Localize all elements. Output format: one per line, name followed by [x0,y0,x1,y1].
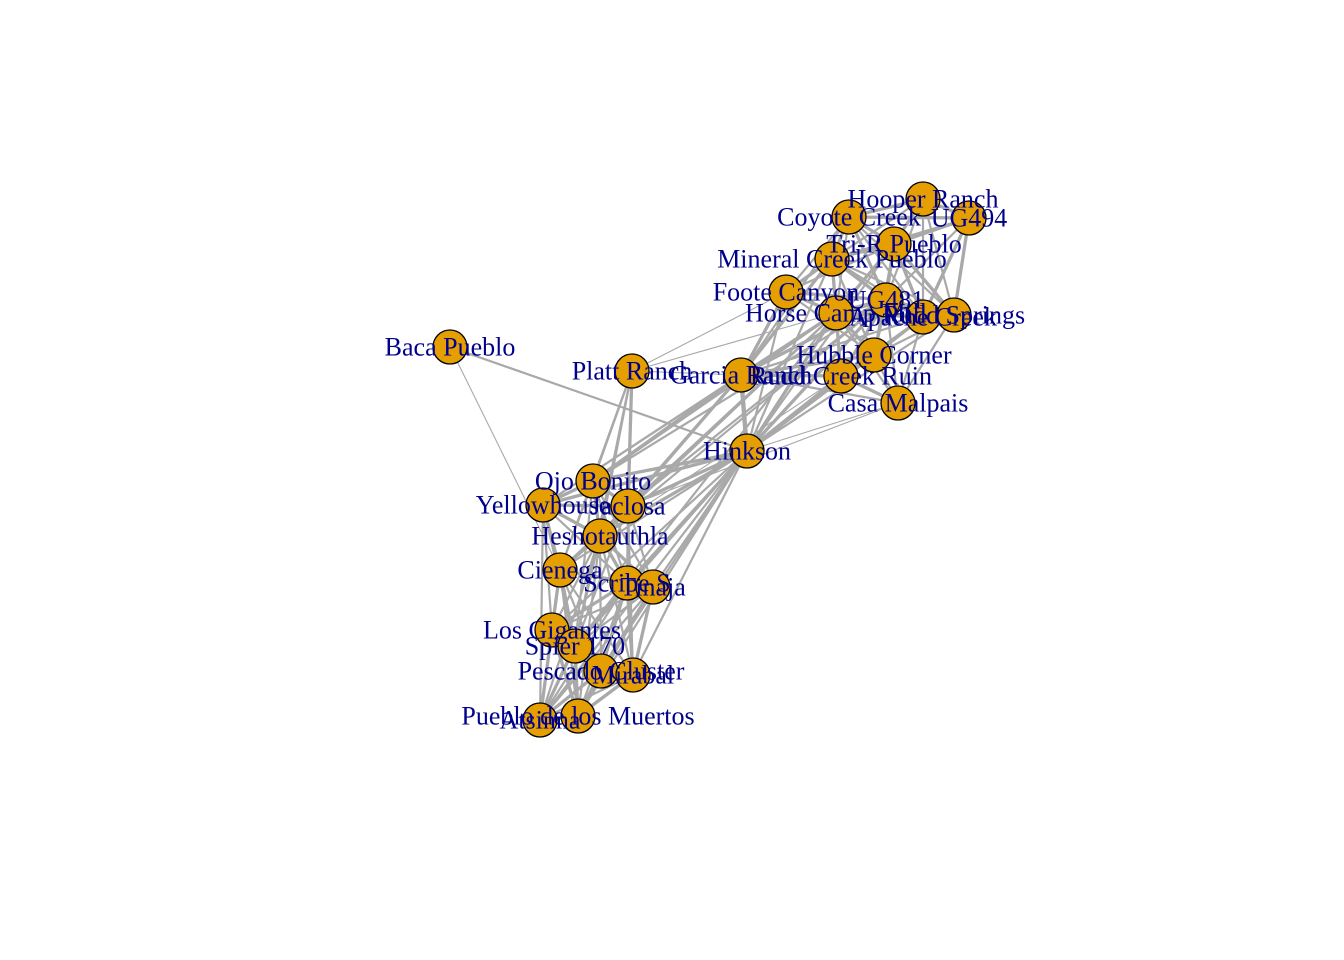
edge-jaclosa-ug481 [626,298,888,508]
node-label-apache: Apache Creek [849,303,997,332]
node-label-rudd: Rudd Creek Ruin [750,362,932,391]
edge-hinkson-trir [745,242,896,453]
edge-hinkson-casa [746,402,899,452]
node-label-scribe: Scribe S [583,569,670,598]
node-hinkson [729,433,765,469]
node-tinaja [635,569,671,605]
node-ug494 [951,200,987,236]
node-label-ug481: UG481 [848,286,925,315]
edge-hinkson-yellow [541,449,749,507]
node-label-mirabal: Mirabal [592,661,674,690]
node-label-atsinna: Atsinna [500,706,581,735]
node-label-foote: Foote Canyon [713,278,860,307]
edge-ojo-tinaja [591,479,655,589]
node-label-hesho: Heshotauthla [531,522,669,551]
edge-hinkson-foote [745,290,788,453]
node-label-ug494: UG494 [931,204,1008,233]
edge-hinkson-ug481 [745,298,888,453]
node-garcia [723,357,759,393]
edge-ug494-ug481 [884,216,971,302]
edge-garcia-apache [739,315,925,377]
edge-coyote-ug494 [847,215,971,220]
node-hooper [905,181,941,217]
edge-hesho-spier [573,534,602,648]
edge-platt-horse [631,312,837,372]
node-ug481 [868,282,904,318]
node-ojo [575,463,611,499]
node-label-coyote: Coyote Creek [777,203,921,232]
edge-baca-hinkson [448,345,749,453]
node-jaclosa [610,488,646,524]
node-mineral [814,241,850,277]
node-label-trir: Tri-R Pueblo [826,230,962,259]
node-pueblo [560,698,596,734]
edge-scribe-pueblo [576,581,629,718]
node-hubble [856,337,892,373]
node-label-gigantes: Los Gigantes [483,616,621,645]
node-label-pescado: Pescado Cluster [518,657,685,686]
node-label-casa: Casa Malpais [828,389,969,418]
node-horse [818,295,854,331]
node-cienega [542,552,578,588]
node-baca [432,329,468,365]
node-atsinna [522,702,558,738]
edge-ug494-apache [921,216,971,319]
edge-mineral-hooper [830,197,925,261]
node-platt [614,353,650,389]
node-label-platt: Platt Ranch [572,357,693,386]
node-layer [432,181,987,738]
node-trir [876,226,912,262]
node-label-hinkson: Hinkson [703,437,791,466]
edge-platt-garcia [631,370,742,376]
node-label-tinaja: Tinaja [620,573,686,602]
edge-ojo-horse [591,311,838,483]
node-label-garcia: Garcia Ranch [670,361,812,390]
edge-hooper-parks [921,197,956,317]
node-rudd [823,358,859,394]
edge-platt-foote [631,291,787,372]
node-label-hubble: Hubble Corner [796,341,952,370]
node-casa [880,385,916,421]
edge-hesho-mirabal [598,534,635,677]
edge-garcia-casa [739,373,900,405]
node-parks [936,297,972,333]
node-label-cienega: Cienega [517,556,603,585]
node-label-mineral: Mineral Creek Pueblo [717,245,947,274]
node-label-baca: Baca Pueblo [385,333,516,362]
node-label-hooper: Hooper Ranch [848,185,999,214]
node-hesho [582,518,618,554]
node-label-ojo: Ojo Bonito [535,467,651,496]
node-spier [557,628,593,664]
edge-coyote-apache [847,215,925,319]
node-label-parks: Rudd Springs [883,301,1025,330]
edge-hinkson-mirabal [631,449,749,677]
node-label-pueblo: Pueblo de los Muertos [461,702,694,731]
node-label-horse: Horse Camp Mill [745,299,927,328]
edge-yellow-atsinna [538,503,545,722]
node-yellow [525,487,561,523]
node-coyote [831,199,867,235]
node-label-jaclosa: Jaclosa [590,492,666,521]
node-foote [768,274,804,310]
node-label-yellow: Yellowhouse [476,491,611,520]
node-label-spier: Spier 170 [525,632,625,661]
node-mirabal [615,657,651,693]
